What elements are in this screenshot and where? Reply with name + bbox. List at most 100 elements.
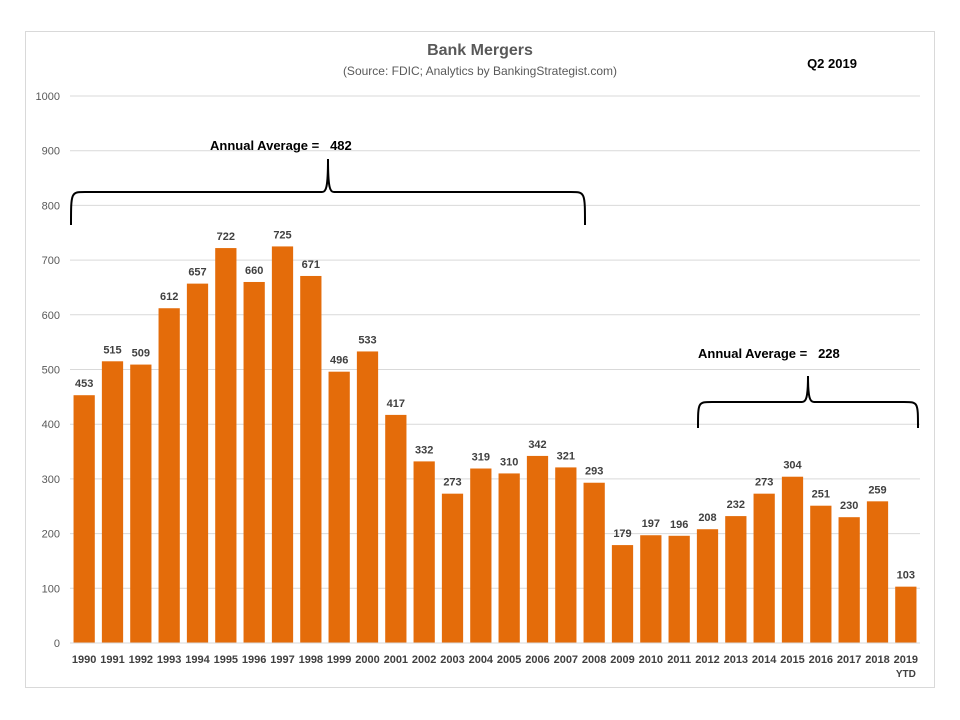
- bar-1997: [271, 246, 294, 644]
- y-tick-label: 1000: [36, 91, 60, 103]
- period-label: Q2 2019: [807, 56, 857, 71]
- y-tick-label: 300: [42, 474, 60, 486]
- data-label: 321: [557, 450, 575, 462]
- annotation-label: Annual Average =: [210, 138, 320, 153]
- data-label: 417: [387, 398, 405, 410]
- bar-1991: [101, 361, 124, 643]
- bar-2002: [413, 461, 435, 643]
- data-label: 273: [755, 477, 773, 489]
- data-label: 197: [642, 518, 660, 530]
- data-label: 533: [358, 334, 376, 346]
- bar-2017: [838, 517, 860, 643]
- bar-1992: [130, 364, 152, 643]
- bar-2007: [555, 467, 577, 643]
- y-tick-label: 100: [42, 583, 60, 595]
- bar-2004: [470, 468, 492, 643]
- x-tick-label: 1995: [214, 654, 238, 666]
- bar-2000: [356, 351, 379, 643]
- x-tick-label: 2018: [865, 654, 889, 666]
- data-label: 515: [103, 344, 121, 356]
- annotation-average-recent: Annual Average = 228: [698, 346, 840, 361]
- data-label: 259: [868, 484, 886, 496]
- annotation-value: 482: [330, 138, 352, 153]
- data-label: 496: [330, 355, 348, 367]
- x-tick-label: 1998: [299, 654, 323, 666]
- bar-1995: [215, 248, 237, 644]
- x-tick-label: 2003: [440, 654, 464, 666]
- x-tick-label: 1996: [242, 654, 266, 666]
- x-tick-label: 2009: [610, 654, 634, 666]
- bar-2012: [696, 529, 719, 643]
- x-tick-label: 2006: [525, 654, 549, 666]
- data-label: 293: [585, 466, 603, 478]
- x-tick-label: 2016: [809, 654, 833, 666]
- x-tick-label: 2005: [497, 654, 521, 666]
- x-tick-label: 2012: [695, 654, 719, 666]
- y-tick-label: 200: [42, 529, 60, 541]
- brace-recent-period: [697, 375, 919, 429]
- y-tick-label: 900: [42, 146, 60, 158]
- y-tick-label: 400: [42, 419, 60, 431]
- y-tick-label: 800: [42, 200, 60, 212]
- x-tick-label: 1997: [270, 654, 294, 666]
- bar-1996: [243, 281, 265, 643]
- bar-1999: [328, 371, 350, 643]
- x-tick-label: 2017: [837, 654, 861, 666]
- bar-2011: [668, 535, 690, 643]
- bar-2010: [640, 535, 662, 643]
- chart-subtitle: (Source: FDIC; Analytics by BankingStrat…: [342, 64, 618, 78]
- data-label: 332: [415, 444, 433, 456]
- data-label: 208: [698, 512, 716, 524]
- x-tick-sublabel: YTD: [896, 669, 916, 680]
- x-tick-label: 2015: [780, 654, 804, 666]
- data-label: 230: [840, 500, 858, 512]
- bar-2006: [526, 455, 549, 643]
- bar-2008: [583, 482, 605, 643]
- data-label: 342: [528, 439, 546, 451]
- y-tick-label: 600: [42, 310, 60, 322]
- x-tick-label: 1992: [129, 654, 153, 666]
- x-tick-label: 2004: [469, 654, 494, 666]
- x-tick-label: 2000: [355, 654, 379, 666]
- x-tick-label: 2007: [554, 654, 578, 666]
- x-tick-label: 2001: [384, 654, 408, 666]
- data-label: 196: [670, 519, 688, 531]
- data-label: 725: [273, 229, 291, 241]
- bar-2018: [866, 501, 889, 643]
- data-label: 232: [727, 499, 745, 511]
- chart-title: Bank Mergers: [427, 42, 533, 59]
- annotation-label: Annual Average =: [698, 346, 808, 361]
- data-label: 722: [217, 231, 235, 243]
- bar-1994: [186, 283, 209, 643]
- data-label: 612: [160, 291, 178, 303]
- x-tick-label: 1991: [100, 654, 124, 666]
- x-tick-label: 2019: [894, 654, 918, 666]
- y-tick-label: 500: [42, 365, 60, 377]
- x-tick-label: 2010: [639, 654, 663, 666]
- bar-2009: [611, 545, 634, 643]
- bar-1998: [300, 275, 322, 643]
- data-label: 657: [188, 267, 206, 279]
- data-label: 251: [812, 489, 830, 501]
- data-label: 660: [245, 265, 263, 277]
- data-label: 103: [897, 570, 915, 582]
- x-tick-label: 2014: [752, 654, 777, 666]
- bar-2014: [753, 493, 775, 643]
- data-label: 453: [75, 378, 93, 390]
- x-tick-label: 1999: [327, 654, 351, 666]
- bar-2019: [895, 586, 917, 643]
- data-label: 310: [500, 456, 518, 468]
- x-tick-label: 2013: [724, 654, 748, 666]
- x-tick-label: 1990: [72, 654, 96, 666]
- bar-2005: [498, 473, 520, 643]
- bar-1993: [158, 308, 180, 643]
- data-label: 304: [783, 460, 802, 472]
- brace-early-period: [70, 158, 586, 226]
- annotation-value: 228: [818, 346, 840, 361]
- bar-2015: [781, 476, 804, 643]
- bar-1990: [73, 395, 95, 643]
- bar-2013: [725, 516, 747, 643]
- data-label: 273: [443, 477, 461, 489]
- y-tick-label: 700: [42, 255, 60, 267]
